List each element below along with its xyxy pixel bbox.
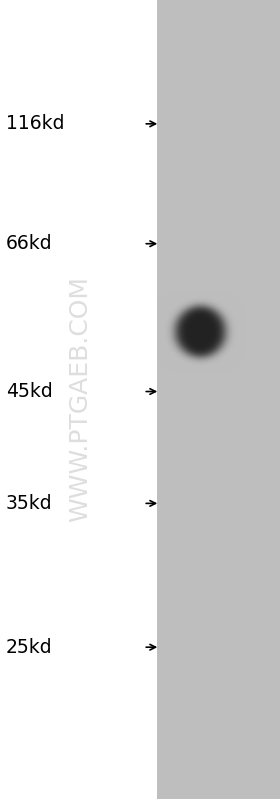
Text: 35kd: 35kd: [6, 494, 52, 513]
Text: 66kd: 66kd: [6, 234, 52, 253]
Text: 45kd: 45kd: [6, 382, 52, 401]
Text: 25kd: 25kd: [6, 638, 52, 657]
Bar: [157, 0, 280, 799]
Text: WWW.PTGAEB.COM: WWW.PTGAEB.COM: [68, 276, 92, 523]
Text: 116kd: 116kd: [6, 114, 64, 133]
